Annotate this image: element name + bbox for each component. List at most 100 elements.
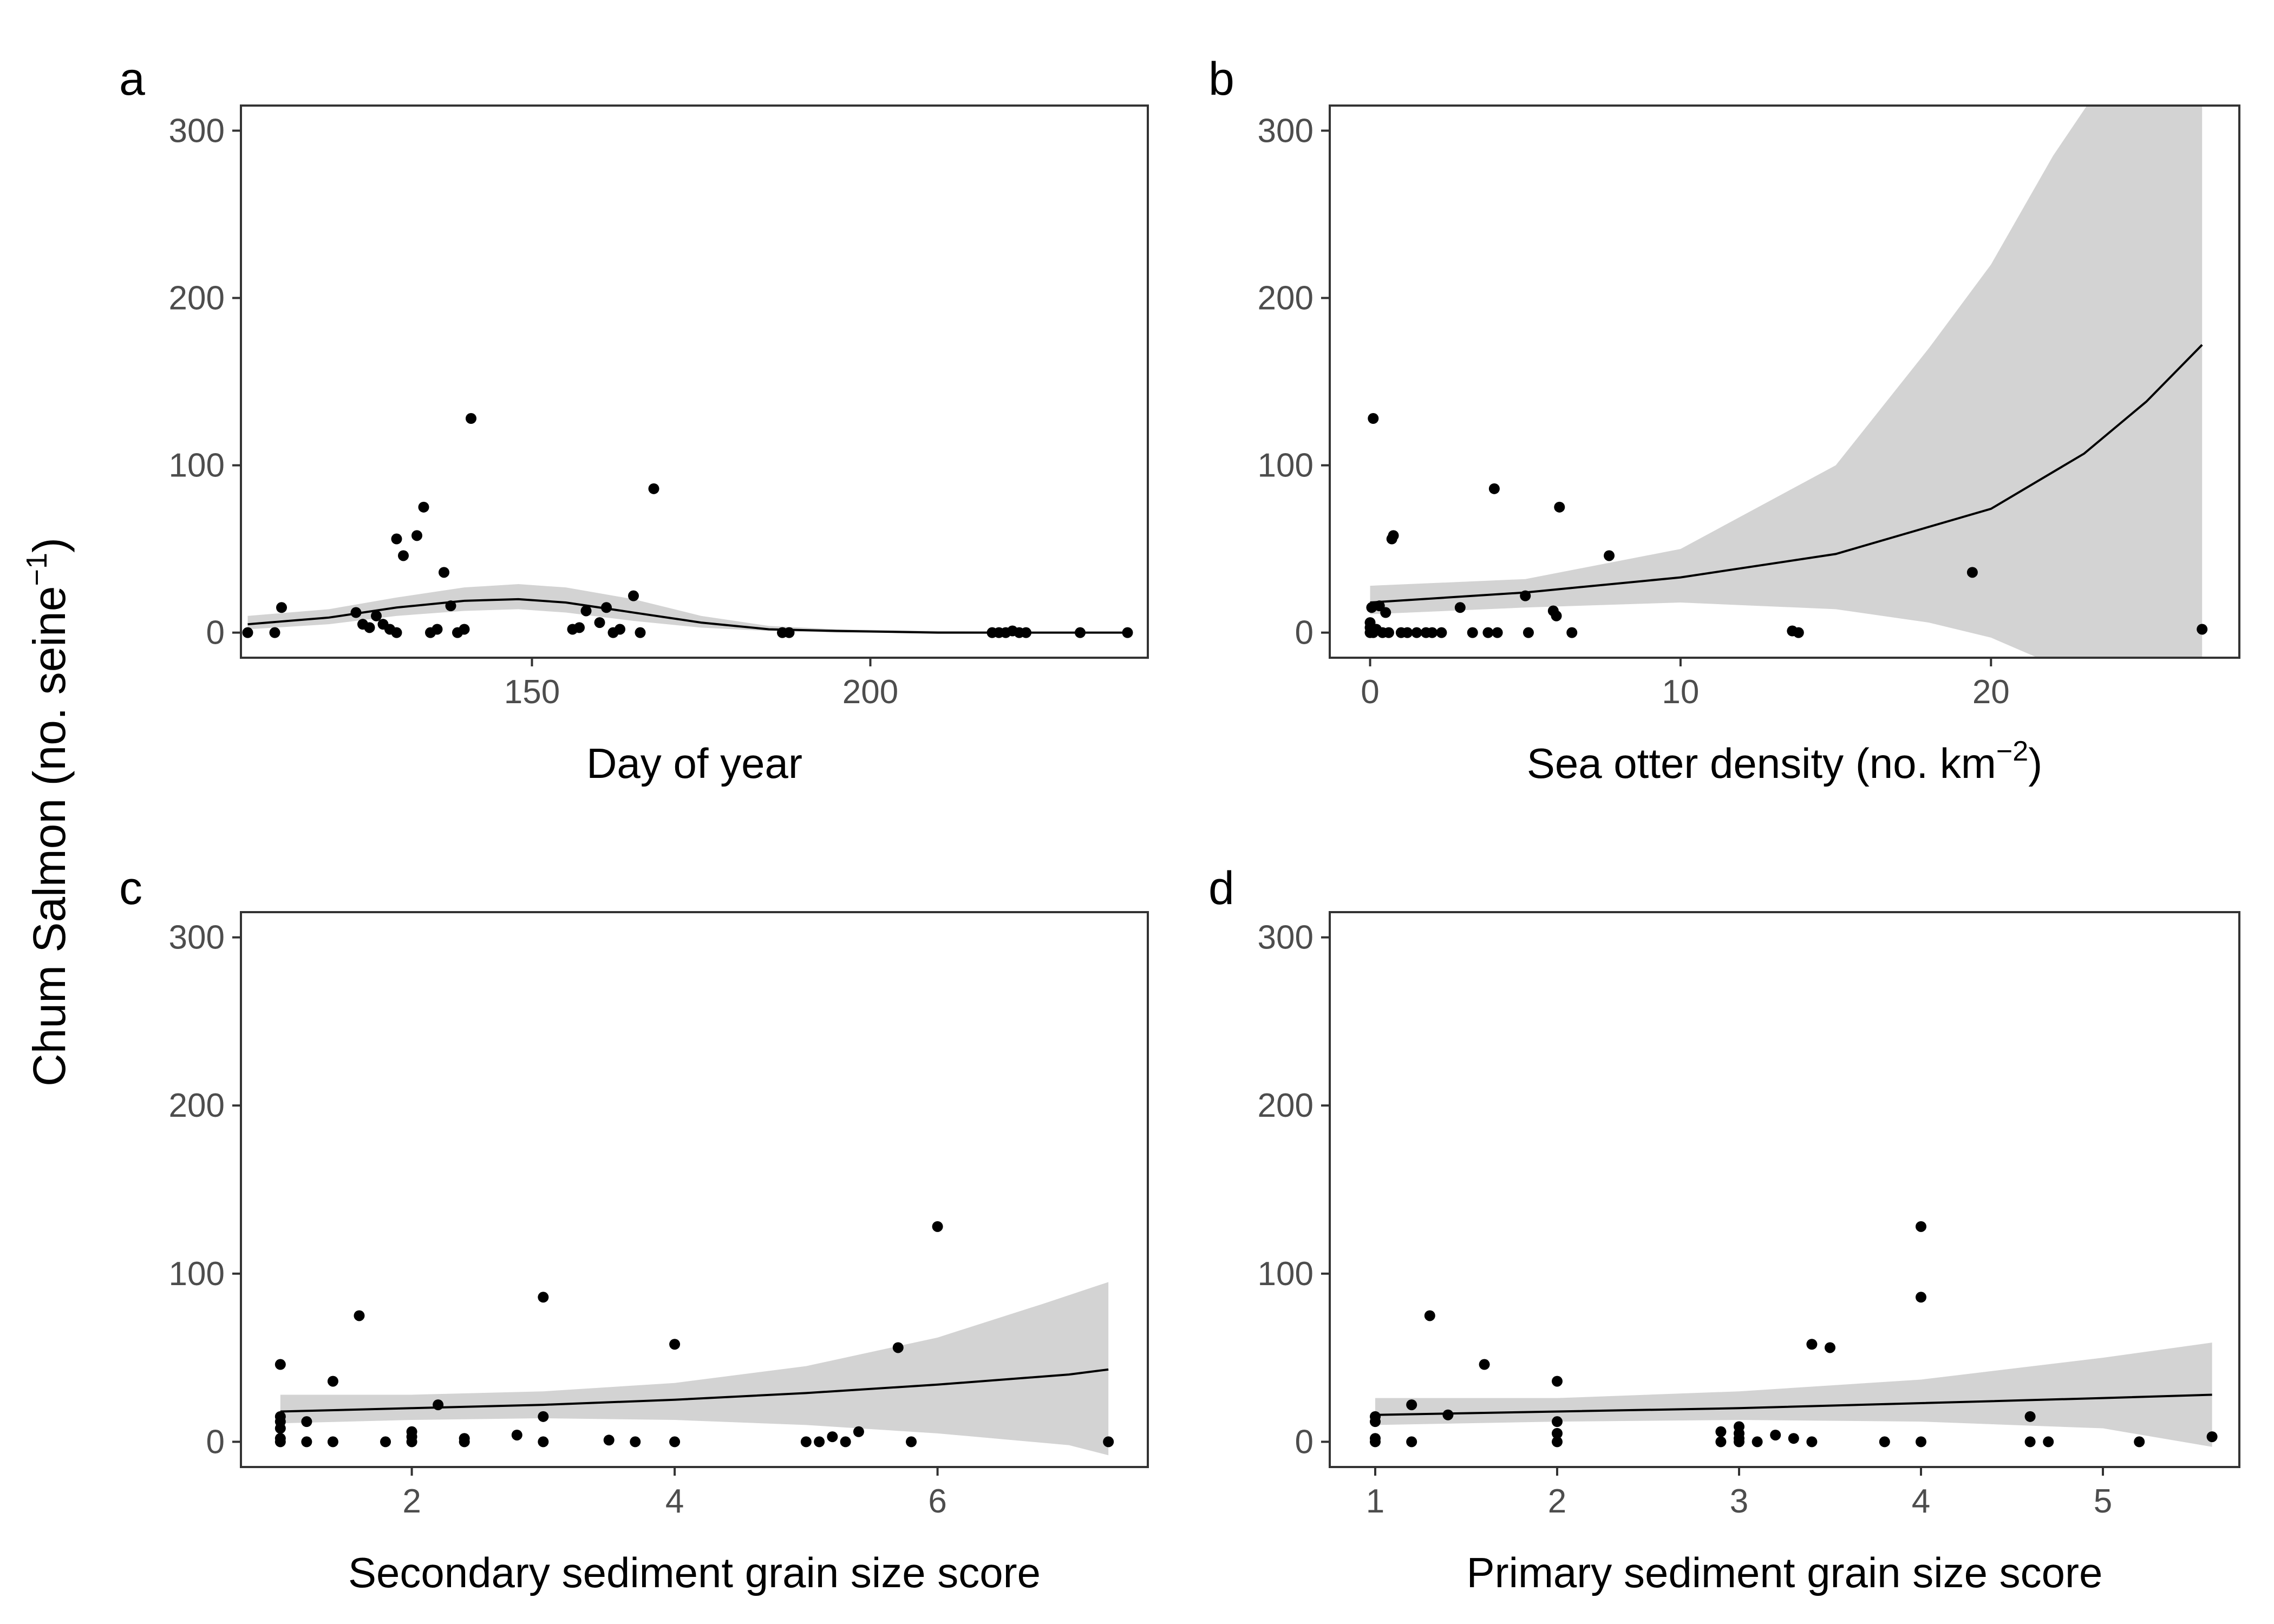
data-point	[1380, 607, 1391, 618]
data-point	[301, 1436, 312, 1448]
x-tick-label: 150	[504, 673, 560, 711]
data-point	[1879, 1436, 1890, 1448]
data-point	[628, 590, 639, 601]
x-tick-label: 200	[842, 673, 898, 711]
data-point	[1442, 1409, 1454, 1420]
panel-letter: d	[1208, 862, 1234, 914]
data-point	[1427, 627, 1438, 638]
data-point	[364, 622, 375, 633]
data-point	[275, 1359, 286, 1370]
data-point	[635, 627, 646, 638]
y-tick-label: 300	[169, 112, 225, 149]
y-tick-label: 0	[206, 1423, 225, 1461]
panel-frame	[240, 911, 1149, 1468]
data-point	[1715, 1436, 1727, 1448]
data-point	[459, 1433, 470, 1444]
y-tick-label: 200	[1258, 279, 1314, 317]
data-point	[411, 530, 422, 541]
y-tick-label: 300	[169, 919, 225, 957]
data-point	[538, 1436, 549, 1448]
data-point	[906, 1436, 917, 1448]
x-tick-label: 4	[1912, 1483, 1930, 1520]
panel-b: 0 100 200 300 0 10 20 Sea otter density (no. km…	[1208, 53, 2240, 787]
y-tick-label: 200	[169, 1087, 225, 1124]
data-point	[1402, 627, 1413, 638]
data-point	[1554, 501, 1565, 513]
data-point	[445, 600, 456, 612]
data-point	[1752, 1436, 1763, 1448]
data-point	[1482, 627, 1494, 638]
x-tick-label: 3	[1730, 1483, 1748, 1520]
data-point	[615, 624, 625, 635]
data-point	[840, 1436, 851, 1448]
y-tick-label: 0	[206, 614, 225, 652]
data-point	[439, 567, 449, 578]
data-point	[1103, 1436, 1114, 1448]
data-point	[1406, 1436, 1417, 1448]
data-point	[2024, 1436, 2036, 1448]
data-point	[301, 1416, 312, 1427]
data-point	[1370, 1411, 1381, 1422]
data-point	[1122, 627, 1133, 638]
plot-area	[275, 1221, 1114, 1456]
data-point	[459, 624, 470, 635]
data-point	[538, 1411, 549, 1422]
data-point	[1552, 1376, 1563, 1387]
data-point	[538, 1292, 549, 1303]
y-tick-label: 300	[1258, 919, 1314, 957]
data-point	[391, 627, 402, 638]
panel-d: 0 100 200 300 1 2 3 4 5 Primary sediment grain si…	[1208, 862, 2240, 1596]
data-point	[1734, 1421, 1744, 1432]
data-point	[1916, 1221, 1926, 1232]
data-point	[1770, 1429, 1781, 1440]
x-tick-label: 2	[1548, 1483, 1566, 1520]
data-point	[2134, 1436, 2145, 1448]
x-tick-label: 2	[402, 1483, 421, 1520]
x-axis-title: Day of year	[586, 739, 802, 787]
confidence-ribbon	[280, 1282, 1109, 1456]
data-point	[669, 1339, 681, 1350]
data-point	[648, 483, 659, 494]
data-point	[594, 617, 605, 628]
data-point	[1383, 627, 1394, 638]
panel-letter: a	[119, 53, 145, 105]
data-point	[1715, 1426, 1727, 1437]
fit-line	[1375, 1393, 2212, 1416]
panel-a: 0 100 200 300 150 200 Day of year a	[119, 53, 1149, 787]
data-point	[242, 627, 253, 638]
data-point	[1436, 627, 1447, 638]
data-point	[1552, 1427, 1563, 1439]
y-axis-title: Chum Salmon (no. seine−1)	[21, 538, 75, 1086]
data-point	[433, 1399, 444, 1411]
data-point	[1966, 567, 1978, 578]
data-point	[1522, 627, 1534, 638]
data-point	[1806, 1436, 1818, 1448]
y-tick-label: 0	[1295, 614, 1314, 652]
data-point	[580, 605, 592, 617]
data-point	[1479, 1359, 1490, 1370]
data-point	[276, 602, 287, 613]
data-point	[1551, 610, 1562, 621]
data-point	[350, 607, 362, 618]
data-point	[354, 1310, 365, 1321]
data-point	[827, 1431, 838, 1443]
data-point	[269, 627, 280, 638]
panel-frame	[1329, 911, 2240, 1468]
data-point	[1552, 1436, 1563, 1448]
data-point	[1552, 1416, 1563, 1427]
confidence-ribbon	[247, 584, 1128, 633]
data-point	[892, 1342, 904, 1353]
data-point	[1075, 627, 1086, 638]
y-tick-label: 100	[1258, 1255, 1314, 1293]
data-point	[1467, 627, 1478, 638]
panel-c: 0 100 200 300 2 4 6 Secondary sediment grain si…	[119, 862, 1149, 1596]
data-point	[853, 1426, 864, 1437]
y-tick-label: 100	[169, 1255, 225, 1293]
data-point	[1916, 1436, 1926, 1448]
data-point	[1424, 1310, 1435, 1321]
panel-letter: b	[1208, 53, 1234, 105]
data-point	[1488, 483, 1500, 494]
x-tick-label: 20	[1972, 673, 2010, 711]
data-point	[932, 1221, 943, 1232]
